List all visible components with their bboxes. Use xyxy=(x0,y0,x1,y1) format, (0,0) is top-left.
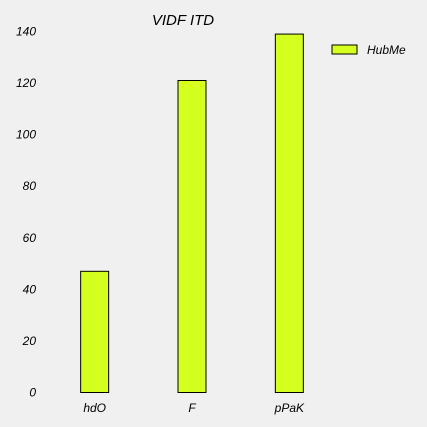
y-tick-label: 20 xyxy=(22,334,37,348)
y-tick-label: 0 xyxy=(29,386,36,400)
y-axis-ticks: 0 20 40 60 80 100 120 140 xyxy=(16,25,36,400)
y-tick-label: 140 xyxy=(16,25,36,39)
y-tick-label: 100 xyxy=(16,128,36,142)
y-tick-label: 80 xyxy=(23,179,37,193)
x-tick-label: pPaK xyxy=(274,401,305,415)
y-tick-label: 60 xyxy=(23,231,37,245)
x-tick-label: F xyxy=(188,401,196,415)
legend-swatch-hubme xyxy=(331,44,358,55)
legend: HubMe xyxy=(331,43,406,57)
y-tick-label: 120 xyxy=(16,76,36,90)
legend-label-hubme: HubMe xyxy=(367,43,406,57)
y-tick-label: 40 xyxy=(23,282,37,296)
chart-title: VIDF ITD xyxy=(152,12,214,29)
bar-hdO xyxy=(80,270,110,393)
x-tick-label: hdO xyxy=(83,401,106,415)
bar-F xyxy=(177,79,207,393)
bars xyxy=(80,33,304,393)
bar-pPaK xyxy=(274,33,304,393)
